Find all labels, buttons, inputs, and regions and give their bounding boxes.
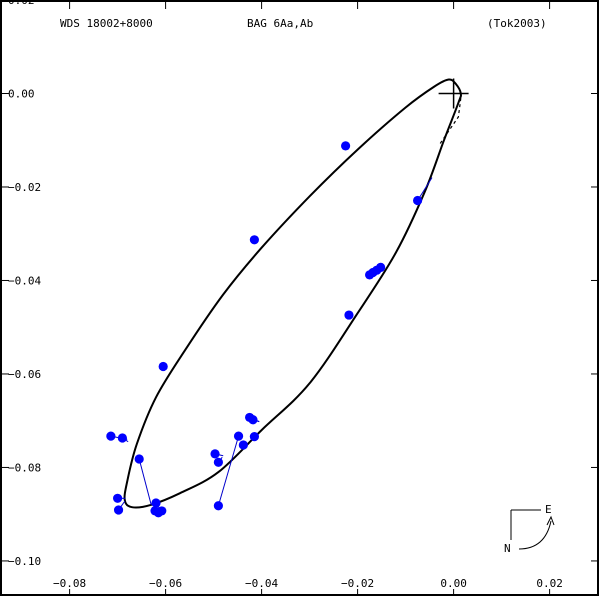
compass: E N — [504, 503, 555, 555]
reference-label: (Tok2003) — [487, 17, 547, 30]
x-tick-label: 0.00 — [440, 577, 467, 590]
observation-point — [117, 433, 127, 443]
observation-point — [134, 454, 144, 464]
y-tick-label: −0.10 — [8, 555, 41, 568]
observation-point — [249, 431, 259, 442]
observation-point — [113, 493, 123, 503]
observation-point — [213, 501, 223, 511]
observation-point — [153, 508, 163, 518]
observation-point — [233, 431, 244, 441]
observation-point — [113, 505, 124, 515]
primary-star-marker — [438, 78, 469, 109]
observation-point — [210, 449, 220, 459]
x-tick-label: −0.06 — [149, 577, 182, 590]
x-tick-label: 0.02 — [536, 577, 563, 590]
y-tick-label: −0.02 — [8, 181, 41, 194]
observation-point — [238, 440, 248, 450]
observation-point — [213, 457, 223, 467]
system-label: BAG 6Aa,Ab — [247, 17, 313, 30]
residual-line — [138, 458, 152, 505]
observation-point — [249, 235, 259, 245]
compass-arrowhead — [546, 515, 555, 526]
orbit-dashed-segment — [438, 98, 462, 146]
x-tick-label: −0.08 — [53, 577, 86, 590]
y-tick-label: −0.04 — [8, 274, 41, 287]
compass-east-label: E — [545, 503, 552, 516]
observation-points — [106, 141, 423, 518]
x-tick-label: −0.02 — [341, 577, 374, 590]
observation-point — [344, 310, 354, 320]
wds-label: WDS 18002+8000 — [60, 17, 153, 30]
observation-point — [151, 498, 161, 508]
observation-point — [106, 431, 116, 441]
y-tick-label: −0.08 — [8, 461, 41, 474]
x-tick-label: −0.04 — [245, 577, 278, 590]
observation-point — [248, 415, 258, 425]
observation-point — [413, 195, 423, 206]
residual-line — [217, 439, 239, 506]
y-tick-label: 0.00 — [8, 87, 35, 100]
y-tick-label: −0.06 — [8, 368, 41, 381]
observation-point — [365, 270, 375, 280]
compass-rotation-arrow — [518, 520, 552, 550]
residual-lines — [110, 144, 433, 514]
orbit-ellipse — [123, 78, 462, 509]
y-tick-label: 0.02 — [8, 0, 35, 7]
observation-point — [341, 141, 351, 151]
observation-point — [158, 361, 168, 372]
compass-north-label: N — [504, 542, 511, 555]
